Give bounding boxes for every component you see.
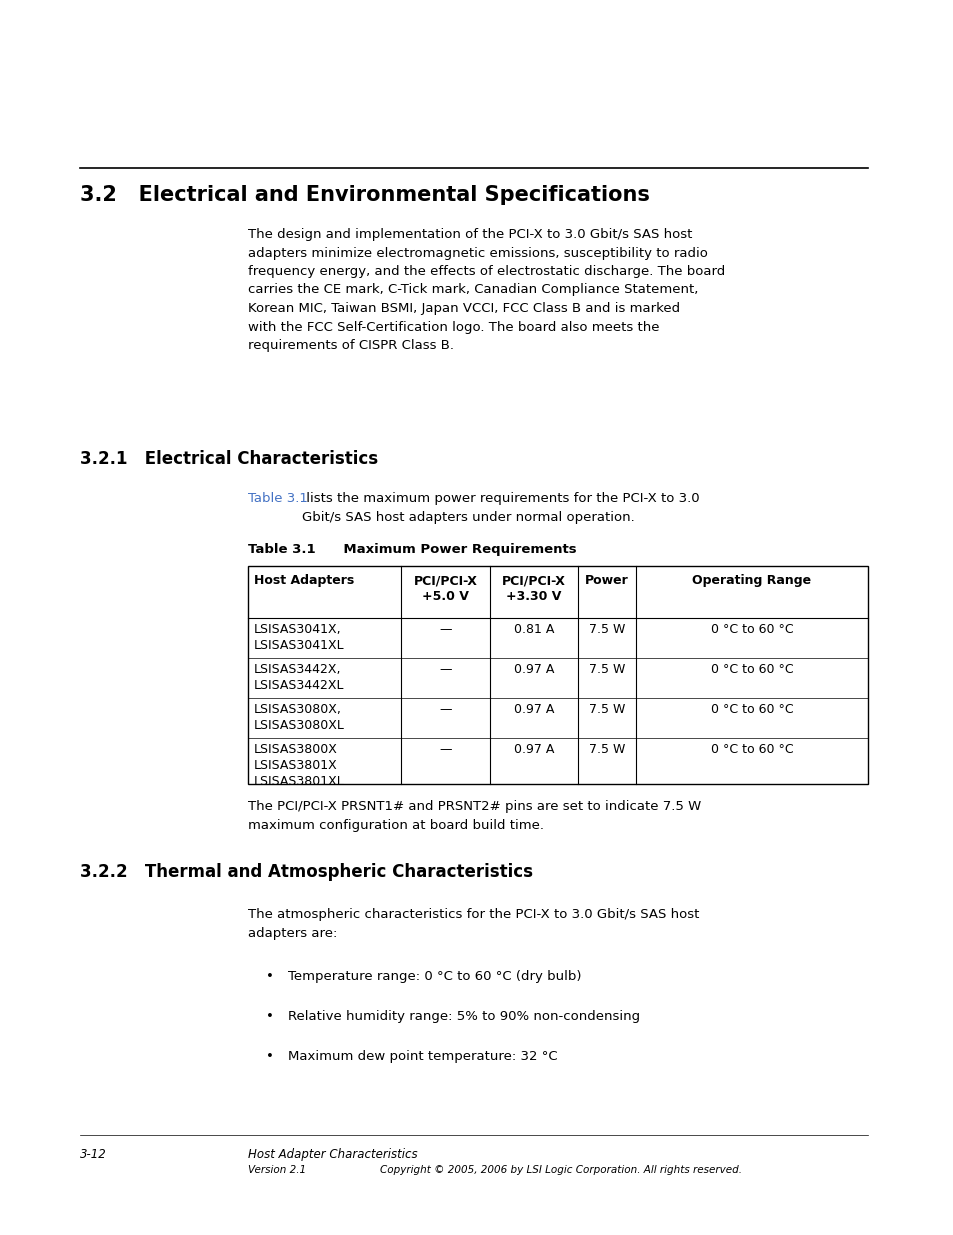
Text: 3-12: 3-12 xyxy=(80,1149,107,1161)
Text: PCI/PCI-X
+5.0 V: PCI/PCI-X +5.0 V xyxy=(414,574,476,603)
Text: 0 °C to 60 °C: 0 °C to 60 °C xyxy=(710,703,793,716)
Text: Copyright © 2005, 2006 by LSI Logic Corporation. All rights reserved.: Copyright © 2005, 2006 by LSI Logic Corp… xyxy=(379,1165,741,1174)
Text: 0 °C to 60 °C: 0 °C to 60 °C xyxy=(710,663,793,676)
Text: 7.5 W: 7.5 W xyxy=(588,743,624,756)
Text: Host Adapter Characteristics: Host Adapter Characteristics xyxy=(248,1149,417,1161)
Text: 0 °C to 60 °C: 0 °C to 60 °C xyxy=(710,622,793,636)
Text: Table 3.1      Maximum Power Requirements: Table 3.1 Maximum Power Requirements xyxy=(248,543,576,556)
Text: LSISAS3080X,
LSISAS3080XL: LSISAS3080X, LSISAS3080XL xyxy=(253,703,345,732)
Text: 7.5 W: 7.5 W xyxy=(588,703,624,716)
Text: 0.81 A: 0.81 A xyxy=(514,622,554,636)
Text: PCI/PCI-X
+3.30 V: PCI/PCI-X +3.30 V xyxy=(501,574,565,603)
Text: —: — xyxy=(438,663,452,676)
Text: Operating Range: Operating Range xyxy=(692,574,811,587)
Text: •: • xyxy=(266,1010,274,1023)
Text: Maximum dew point temperature: 32 °C: Maximum dew point temperature: 32 °C xyxy=(288,1050,558,1063)
Text: Version 2.1: Version 2.1 xyxy=(248,1165,306,1174)
Text: lists the maximum power requirements for the PCI-X to 3.0
Gbit/s SAS host adapte: lists the maximum power requirements for… xyxy=(302,492,699,524)
Text: Table 3.1: Table 3.1 xyxy=(248,492,308,505)
Text: LSISAS3442X,
LSISAS3442XL: LSISAS3442X, LSISAS3442XL xyxy=(253,663,344,692)
Text: •: • xyxy=(266,1050,274,1063)
Text: 0 °C to 60 °C: 0 °C to 60 °C xyxy=(710,743,793,756)
Text: Relative humidity range: 5% to 90% non-condensing: Relative humidity range: 5% to 90% non-c… xyxy=(288,1010,639,1023)
Text: 0.97 A: 0.97 A xyxy=(514,663,554,676)
Text: —: — xyxy=(438,622,452,636)
Text: 7.5 W: 7.5 W xyxy=(588,663,624,676)
Bar xyxy=(248,566,867,784)
Text: Temperature range: 0 °C to 60 °C (dry bulb): Temperature range: 0 °C to 60 °C (dry bu… xyxy=(288,969,581,983)
Text: 3.2.1   Electrical Characteristics: 3.2.1 Electrical Characteristics xyxy=(80,450,377,468)
Text: Host Adapters: Host Adapters xyxy=(253,574,354,587)
Text: —: — xyxy=(438,743,452,756)
Text: LSISAS3041X,
LSISAS3041XL: LSISAS3041X, LSISAS3041XL xyxy=(253,622,344,652)
Text: —: — xyxy=(438,703,452,716)
Text: 0.97 A: 0.97 A xyxy=(514,743,554,756)
Text: •: • xyxy=(266,969,274,983)
Text: 3.2.2   Thermal and Atmospheric Characteristics: 3.2.2 Thermal and Atmospheric Characteri… xyxy=(80,863,533,881)
Text: 3.2   Electrical and Environmental Specifications: 3.2 Electrical and Environmental Specifi… xyxy=(80,185,649,205)
Text: The design and implementation of the PCI-X to 3.0 Gbit/s SAS host
adapters minim: The design and implementation of the PCI… xyxy=(248,228,724,352)
Text: The atmospheric characteristics for the PCI-X to 3.0 Gbit/s SAS host
adapters ar: The atmospheric characteristics for the … xyxy=(248,908,699,940)
Text: 0.97 A: 0.97 A xyxy=(514,703,554,716)
Text: LSISAS3800X
LSISAS3801X
LSISAS3801XL: LSISAS3800X LSISAS3801X LSISAS3801XL xyxy=(253,743,344,788)
Text: Power: Power xyxy=(584,574,628,587)
Text: The PCI/PCI-X PRSNT1# and PRSNT2# pins are set to indicate 7.5 W
maximum configu: The PCI/PCI-X PRSNT1# and PRSNT2# pins a… xyxy=(248,800,700,831)
Text: 7.5 W: 7.5 W xyxy=(588,622,624,636)
